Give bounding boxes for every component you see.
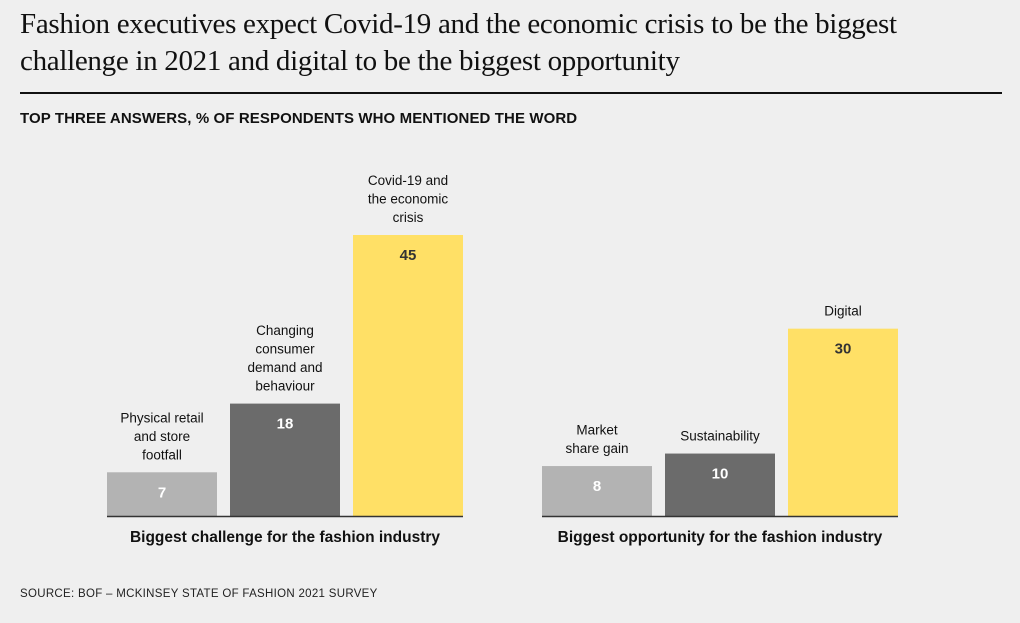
- bar-value-label: 45: [400, 247, 417, 264]
- bar-category-label: Covid-19 and: [368, 173, 448, 188]
- bar-category-label: Sustainability: [680, 429, 760, 444]
- bar-category-label: the economic: [368, 192, 449, 207]
- bar-category-label: and store: [134, 429, 190, 444]
- bar: [107, 472, 217, 516]
- bar: [353, 235, 463, 516]
- bar: [665, 453, 775, 516]
- bar-category-label: Digital: [824, 304, 862, 319]
- chart-title: Fashion executives expect Covid-19 and t…: [20, 8, 897, 77]
- bar-category-label: share gain: [565, 441, 628, 456]
- bar-category-label: Changing: [256, 323, 314, 338]
- group-label: Biggest opportunity for the fashion indu…: [558, 529, 883, 546]
- chart-subtitle: TOP THREE ANSWERS, % OF RESPONDENTS WHO …: [20, 110, 578, 127]
- title-rule: [20, 92, 1002, 94]
- bar: [788, 328, 898, 516]
- bar-category-label: crisis: [393, 210, 424, 225]
- bar-value-label: 8: [593, 478, 601, 495]
- bar-category-label: Physical retail: [120, 410, 203, 425]
- bar-value-label: 7: [158, 484, 166, 501]
- bar-category-label: behaviour: [255, 379, 315, 394]
- bar-category-label: Market: [576, 423, 618, 438]
- source-note: SOURCE: BOF – MCKINSEY STATE OF FASHION …: [20, 588, 378, 600]
- bar-category-label: demand and: [247, 360, 322, 375]
- bar-value-label: 18: [277, 416, 294, 433]
- bar: [230, 403, 340, 516]
- group-label: Biggest challenge for the fashion indust…: [130, 529, 440, 546]
- bar: [542, 466, 652, 516]
- bar-value-label: 30: [835, 341, 852, 358]
- bar-category-label: footfall: [142, 447, 182, 462]
- bar-value-label: 10: [712, 466, 729, 483]
- bar-category-label: consumer: [255, 342, 315, 357]
